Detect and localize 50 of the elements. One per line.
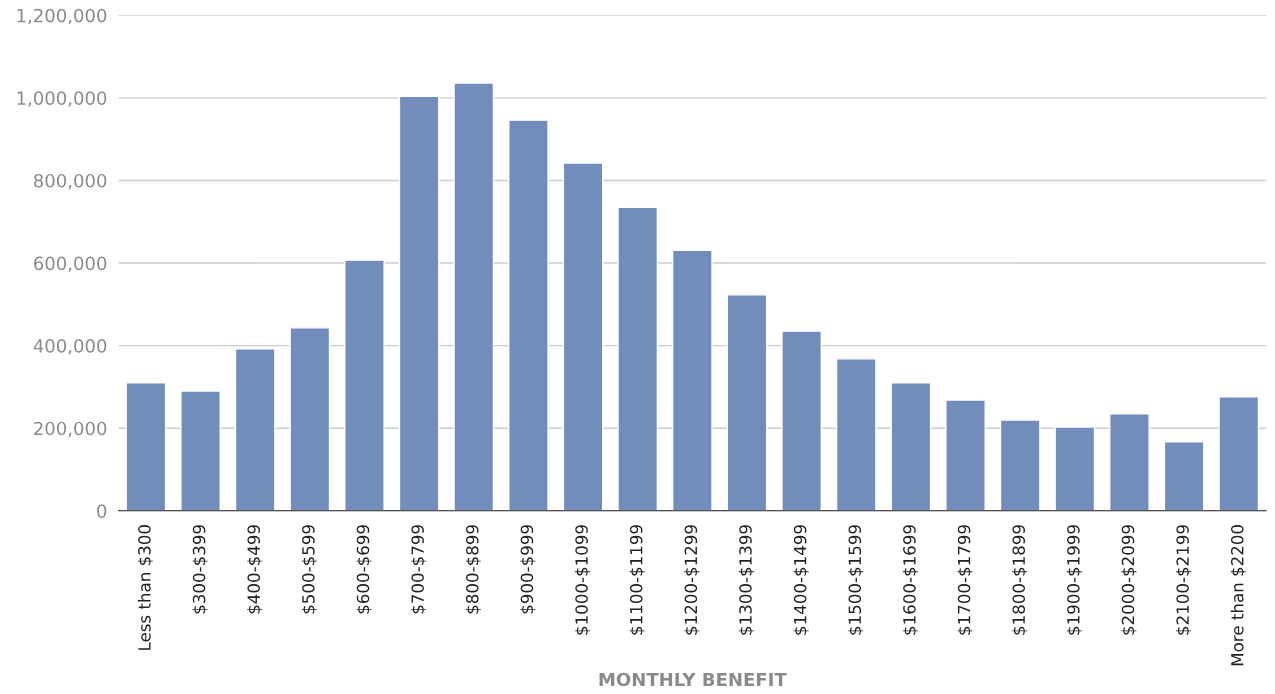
x-tick-label: $500-$599: [301, 525, 317, 614]
x-tick-label: $1800-$1899: [1012, 525, 1028, 635]
bar: [726, 294, 768, 511]
x-tick-label: $300-$399: [192, 525, 208, 614]
x-tick-label: $1400-$1499: [793, 525, 809, 635]
bar: [1218, 396, 1260, 511]
x-tick-label: Less than $300: [137, 525, 153, 650]
x-tick-label: $900-$999: [520, 525, 536, 614]
x-tick-label: $400-$499: [247, 525, 263, 614]
x-tick-label: $1600-$1699: [902, 525, 918, 635]
x-tick-label: $2000-$2099: [1121, 525, 1137, 635]
y-tick-label: 800,000: [34, 173, 107, 190]
bar: [617, 206, 659, 511]
bar: [398, 95, 440, 511]
bar: [945, 399, 986, 511]
bar: [453, 82, 495, 511]
bar: [1109, 413, 1150, 511]
y-tick-label: 0: [97, 504, 107, 518]
x-tick-label: $1000-$1099: [574, 525, 591, 635]
x-tick-label: $1500-$1599: [848, 525, 864, 635]
bar: [508, 119, 549, 511]
bar: [344, 259, 385, 511]
bar: [781, 330, 822, 511]
bar: [234, 348, 276, 511]
x-tick-label: $800-$899: [465, 525, 481, 614]
x-tick-label: More than $2200: [1230, 525, 1246, 666]
x-tick-label: $1300-$1399: [738, 525, 755, 635]
bar: [671, 249, 713, 511]
x-tick-label: $1900-$1999: [1066, 525, 1082, 635]
bar: [835, 358, 877, 511]
bar: [1163, 441, 1205, 511]
x-axis-title: MONTHLY BENEFIT: [599, 672, 787, 687]
x-tick-label: $1700-$1799: [957, 525, 973, 635]
y-tick-label: 1,200,000: [17, 8, 107, 25]
x-tick-label: $700-$799: [411, 525, 427, 614]
bar: [1054, 426, 1096, 511]
x-tick-label: $600-$699: [356, 525, 372, 614]
y-tick-label: 600,000: [34, 256, 107, 272]
bar: [125, 382, 167, 511]
x-tick-label: $2100-$2199: [1176, 525, 1192, 635]
x-tick-label: $1100-$1199: [629, 525, 645, 635]
y-tick-label: 200,000: [34, 421, 107, 438]
bar: [180, 390, 221, 511]
x-tick-label: $1200-$1299: [684, 525, 700, 635]
bar: [890, 382, 932, 511]
bar: [289, 327, 331, 511]
bar: [999, 419, 1041, 511]
y-tick-label: 400,000: [33, 339, 107, 355]
bar: [562, 162, 604, 511]
y-tick-label: 1,000,000: [17, 91, 107, 107]
